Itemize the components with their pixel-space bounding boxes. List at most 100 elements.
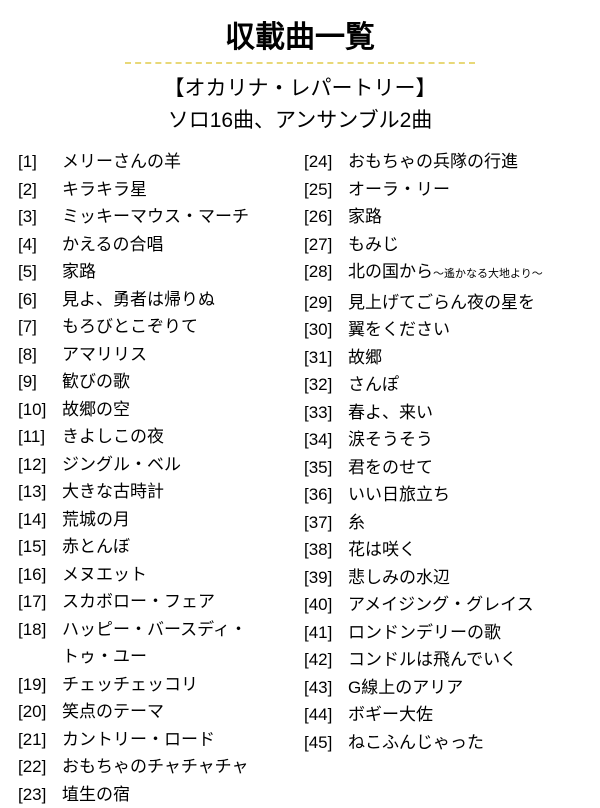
song-row: [8]アマリリス [18,341,296,369]
song-row: [26]家路 [304,203,582,231]
song-title: カントリー・ロード [62,726,296,754]
song-title: 家路 [348,203,582,231]
song-title: ハッピー・バースディ・ [62,616,296,644]
song-title: 春よ、来い [348,399,582,427]
song-title: 涙そうそう [348,426,582,454]
song-row: [14]荒城の月 [18,506,296,534]
song-row: [20]笑点のテーマ [18,698,296,726]
song-number: [41] [304,619,348,647]
song-title: アマリリス [62,341,296,369]
song-title: おもちゃのチャチャチャ [62,753,296,781]
song-number: [18] [18,616,62,644]
song-row: トゥ・ユー [18,643,296,671]
song-title: ロンドンデリーの歌 [348,619,582,647]
song-number: [2] [18,176,62,204]
song-row: [10]故郷の空 [18,396,296,424]
song-row: [40]アメイジング・グレイス [304,591,582,619]
song-number: [1] [18,148,62,176]
song-row: [16]メヌエット [18,561,296,589]
song-title: 見上げてごらん夜の星を [348,289,582,317]
song-number: [42] [304,646,348,674]
song-number: [27] [304,231,348,259]
song-title: 赤とんぼ [62,533,296,561]
song-row: [18]ハッピー・バースディ・ [18,616,296,644]
song-title: おもちゃの兵隊の行進 [348,148,582,176]
song-number: [39] [304,564,348,592]
song-row: [21]カントリー・ロード [18,726,296,754]
song-row: [3]ミッキーマウス・マーチ [18,203,296,231]
song-title: メヌエット [62,561,296,589]
song-title: 悲しみの水辺 [348,564,582,592]
song-title: ねこふんじゃった [348,729,582,757]
song-title: 荒城の月 [62,506,296,534]
song-row: [45]ねこふんじゃった [304,729,582,757]
song-number: [31] [304,344,348,372]
song-number: [29] [304,289,348,317]
song-number: [14] [18,506,62,534]
song-row: [34]涙そうそう [304,426,582,454]
song-row: [7]もろびとこぞりて [18,313,296,341]
song-row: [30]翼をください [304,316,582,344]
right-column: [24]おもちゃの兵隊の行進[25]オーラ・リー[26]家路[27]もみじ[28… [304,148,582,808]
song-row: [38]花は咲く [304,536,582,564]
song-number: [38] [304,536,348,564]
song-row: [42]コンドルは飛んでいく [304,646,582,674]
song-title: きよしこの夜 [62,423,296,451]
song-number: [4] [18,231,62,259]
song-number: [6] [18,286,62,314]
song-row: [44]ボギー大佐 [304,701,582,729]
song-title: オーラ・リー [348,176,582,204]
song-row: [37]糸 [304,509,582,537]
song-title: 故郷の空 [62,396,296,424]
song-title: もみじ [348,231,582,259]
song-row: [41]ロンドンデリーの歌 [304,619,582,647]
song-number: [28] [304,258,348,286]
song-row: [17]スカボロー・フェア [18,588,296,616]
song-columns: [1]メリーさんの羊[2]キラキラ星[3]ミッキーマウス・マーチ[4]かえるの合… [18,148,582,808]
song-title: 大きな古時計 [62,478,296,506]
song-row: [4]かえるの合唱 [18,231,296,259]
left-column: [1]メリーさんの羊[2]キラキラ星[3]ミッキーマウス・マーチ[4]かえるの合… [18,148,296,808]
song-number: [45] [304,729,348,757]
song-row: [27]もみじ [304,231,582,259]
song-title: 埴生の宿 [62,781,296,808]
song-row: [9]歓びの歌 [18,368,296,396]
song-row: [32]さんぽ [304,371,582,399]
song-title: メリーさんの羊 [62,148,296,176]
song-row: [29]見上げてごらん夜の星を [304,289,582,317]
song-number: [3] [18,203,62,231]
song-row: [28]北の国から～遙かなる大地より～ [304,258,582,289]
song-number: [7] [18,313,62,341]
song-title: ミッキーマウス・マーチ [62,203,296,231]
song-title: キラキラ星 [62,176,296,204]
song-title: ジングル・ベル [62,451,296,479]
song-title: コンドルは飛んでいく [348,646,582,674]
song-row: [22]おもちゃのチャチャチャ [18,753,296,781]
song-row: [33]春よ、来い [304,399,582,427]
song-number: [11] [18,423,62,451]
song-number: [25] [304,176,348,204]
song-title: さんぽ [348,371,582,399]
song-number: [15] [18,533,62,561]
subtitle-line-1: 【オカリナ・レパートリー】 [18,72,582,102]
song-row: [39]悲しみの水辺 [304,564,582,592]
song-number: [21] [18,726,62,754]
page-title: 収載曲一覧 [18,12,582,56]
song-number: [43] [304,674,348,702]
song-title: 糸 [348,509,582,537]
song-title: 花は咲く [348,536,582,564]
song-number: [36] [304,481,348,509]
song-number: [40] [304,591,348,619]
song-number: [34] [304,426,348,454]
song-number: [20] [18,698,62,726]
song-number: [22] [18,753,62,781]
song-number: [44] [304,701,348,729]
song-number: [13] [18,478,62,506]
song-title: かえるの合唱 [62,231,296,259]
song-row: [43]G線上のアリア [304,674,582,702]
song-title: 翼をください [348,316,582,344]
song-title: 家路 [62,258,296,286]
song-number: [24] [304,148,348,176]
song-row: [11]きよしこの夜 [18,423,296,451]
song-number: [35] [304,454,348,482]
